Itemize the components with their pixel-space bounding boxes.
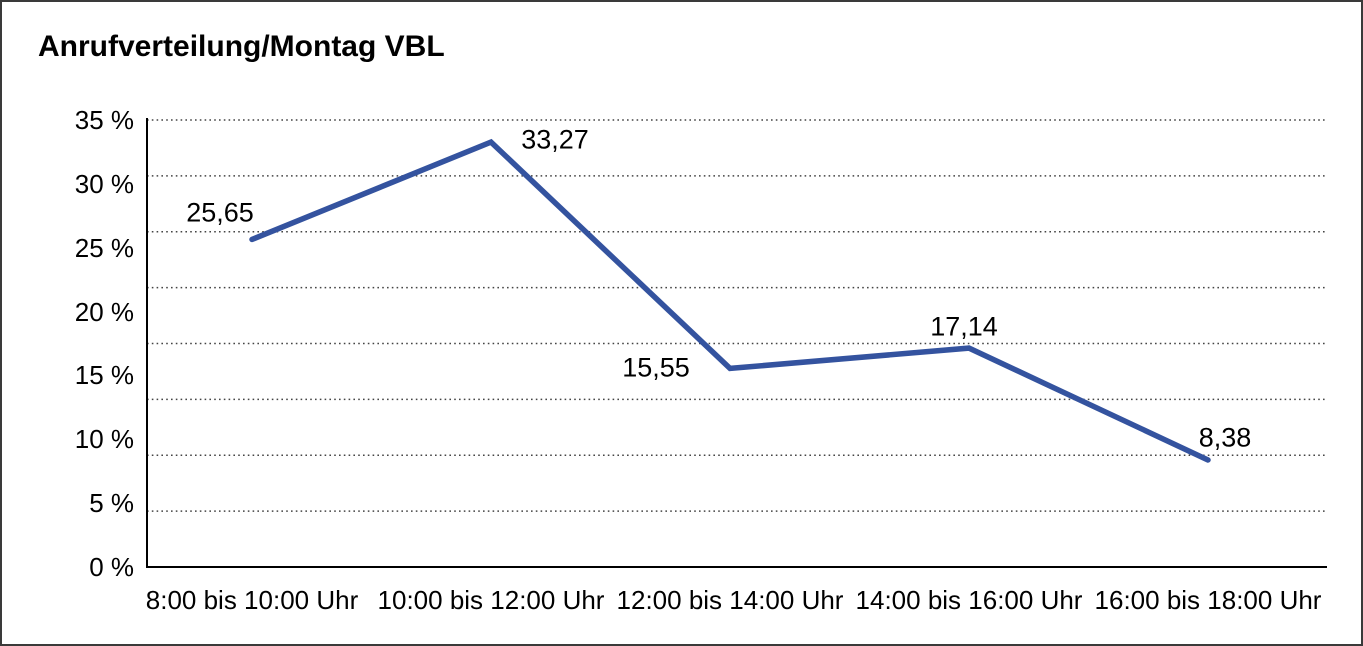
chart-title: Anrufverteilung/Montag VBL <box>38 30 445 63</box>
value-label: 15,55 <box>622 352 690 383</box>
y-tick-label: 10 % <box>74 424 134 455</box>
x-category-label: 12:00 bis 14:00 Uhr <box>616 585 844 615</box>
value-label: 25,65 <box>186 197 254 228</box>
y-tick-label: 5 % <box>89 488 134 519</box>
x-category-label: 8:00 bis 10:00 Uhr <box>145 585 359 615</box>
y-tick-label: 30 % <box>74 168 134 199</box>
value-label: 17,14 <box>930 311 998 342</box>
y-tick-label: 20 % <box>74 296 134 327</box>
y-tick-label: 15 % <box>74 360 134 391</box>
data-line <box>249 138 1211 463</box>
y-tick-label: 0 % <box>89 552 134 582</box>
x-category-label: 10:00 bis 12:00 Uhr <box>377 585 605 615</box>
x-category-label: 14:00 bis 16:00 Uhr <box>855 585 1083 615</box>
value-label: 33,27 <box>521 124 589 155</box>
y-tick-label: 25 % <box>74 232 134 263</box>
value-label: 8,38 <box>1198 422 1252 453</box>
y-tick-label: 35 % <box>74 105 134 135</box>
x-category-label: 16:00 bis 18:00 Uhr <box>1094 585 1322 615</box>
